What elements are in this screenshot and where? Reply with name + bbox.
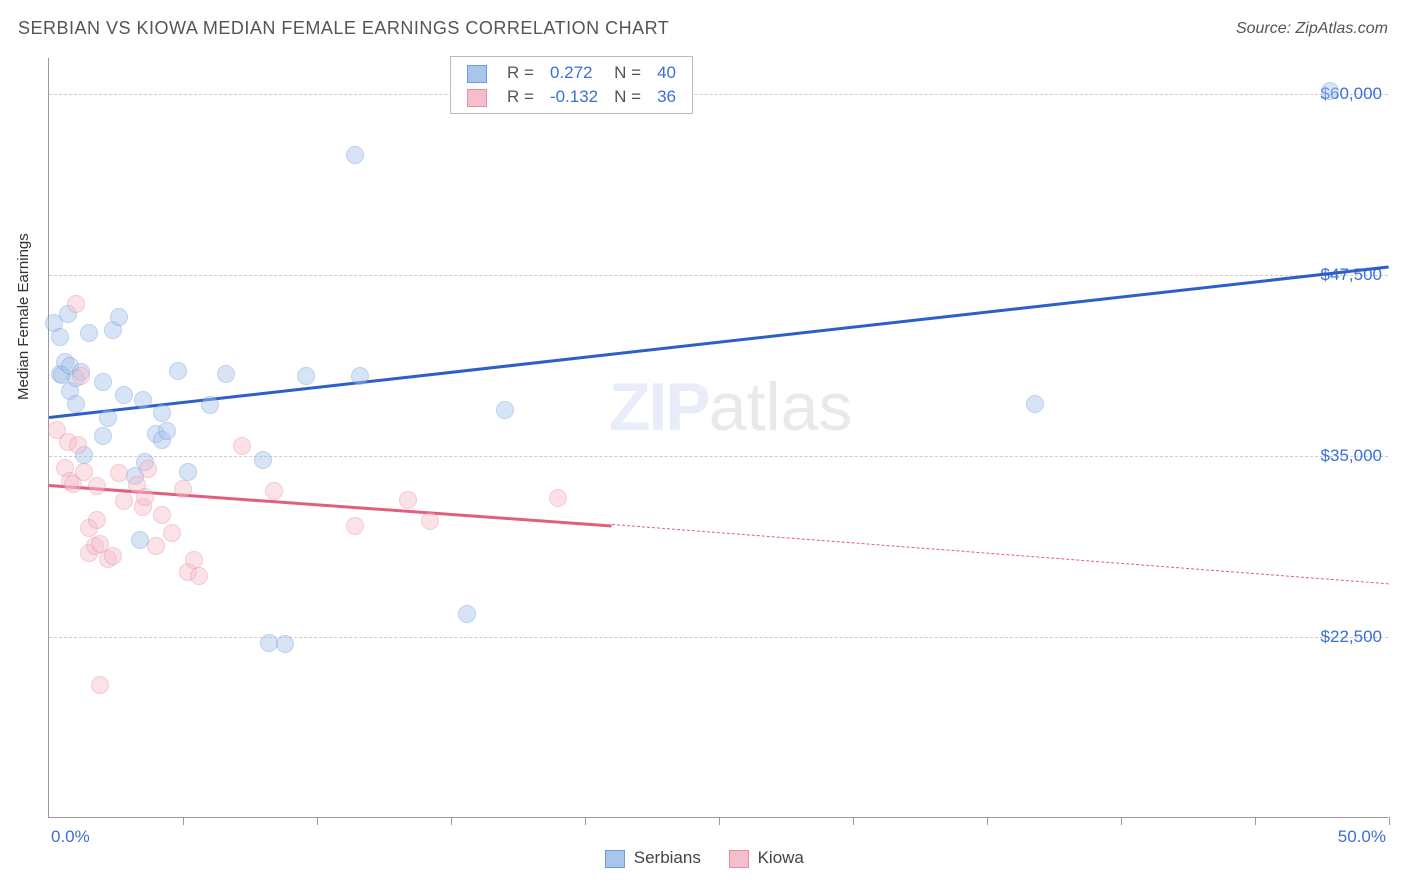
y-axis-label: Median Female Earnings	[15, 233, 32, 400]
legend-swatch	[467, 89, 487, 107]
data-point	[91, 676, 109, 694]
data-point	[99, 409, 117, 427]
data-point	[163, 524, 181, 542]
data-point	[346, 517, 364, 535]
data-point	[190, 567, 208, 585]
data-point	[1321, 82, 1339, 100]
x-tick	[853, 817, 854, 825]
data-point	[51, 328, 69, 346]
data-point	[67, 295, 85, 313]
data-point	[115, 386, 133, 404]
data-point	[254, 451, 272, 469]
data-point	[136, 488, 154, 506]
x-tick	[987, 817, 988, 825]
data-point	[88, 511, 106, 529]
x-tick	[451, 817, 452, 825]
x-tick	[719, 817, 720, 825]
data-point	[139, 460, 157, 478]
data-point	[147, 537, 165, 555]
data-point	[94, 373, 112, 391]
series-name: Serbians	[634, 848, 701, 867]
trend-line	[612, 524, 1389, 584]
legend-item: Kiowa	[729, 848, 804, 868]
data-point	[158, 422, 176, 440]
legend-swatch	[467, 65, 487, 83]
series-name: Kiowa	[758, 848, 804, 867]
y-tick-label: $35,000	[1321, 446, 1382, 466]
x-tick	[585, 817, 586, 825]
data-point	[351, 367, 369, 385]
data-point	[421, 512, 439, 530]
trend-line	[49, 265, 1389, 418]
data-point	[153, 404, 171, 422]
data-point	[80, 324, 98, 342]
data-point	[94, 427, 112, 445]
data-point	[458, 605, 476, 623]
watermark: ZIPatlas	[609, 368, 852, 446]
gridline	[49, 456, 1388, 457]
data-point	[201, 396, 219, 414]
data-point	[346, 146, 364, 164]
data-point	[67, 395, 85, 413]
x-tick	[183, 817, 184, 825]
gridline	[49, 94, 1388, 95]
x-tick	[1389, 817, 1390, 825]
data-point	[276, 635, 294, 653]
legend-top: R =0.272N =40R =-0.132N =36	[450, 56, 693, 114]
y-tick-label: $22,500	[1321, 627, 1382, 647]
gridline	[49, 275, 1388, 276]
data-point	[72, 367, 90, 385]
data-point	[233, 437, 251, 455]
data-point	[399, 491, 417, 509]
data-point	[1026, 395, 1044, 413]
data-point	[153, 506, 171, 524]
data-point	[134, 391, 152, 409]
x-tick	[1255, 817, 1256, 825]
data-point	[115, 492, 133, 510]
legend-swatch	[729, 850, 749, 868]
data-point	[297, 367, 315, 385]
gridline	[49, 637, 1388, 638]
data-point	[549, 489, 567, 507]
plot-area: ZIPatlas $22,500$35,000$47,500$60,0000.0…	[48, 58, 1388, 818]
x-tick	[1121, 817, 1122, 825]
source-label: Source: ZipAtlas.com	[1236, 20, 1388, 38]
data-point	[496, 401, 514, 419]
data-point	[169, 362, 187, 380]
data-point	[179, 463, 197, 481]
data-point	[69, 436, 87, 454]
legend-swatch	[605, 850, 625, 868]
data-point	[174, 480, 192, 498]
chart-title: SERBIAN VS KIOWA MEDIAN FEMALE EARNINGS …	[18, 18, 669, 39]
data-point	[104, 547, 122, 565]
legend-bottom: Serbians Kiowa	[605, 848, 804, 868]
data-point	[217, 365, 235, 383]
legend-item: Serbians	[605, 848, 701, 868]
data-point	[110, 464, 128, 482]
data-point	[265, 482, 283, 500]
data-point	[75, 463, 93, 481]
x-tick	[317, 817, 318, 825]
data-point	[110, 308, 128, 326]
x-min-label: 0.0%	[51, 827, 90, 847]
data-point	[88, 477, 106, 495]
x-max-label: 50.0%	[1338, 827, 1386, 847]
